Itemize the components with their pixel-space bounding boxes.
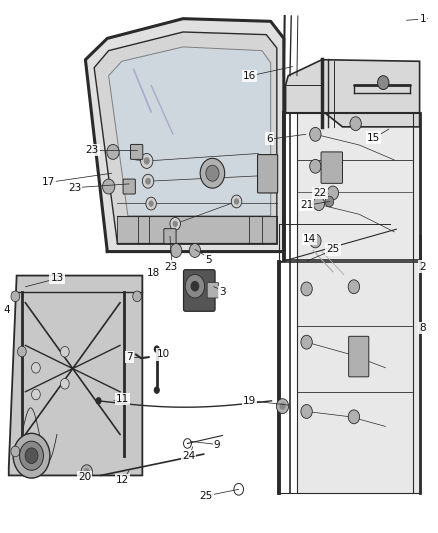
FancyBboxPatch shape <box>349 336 369 377</box>
Text: 24: 24 <box>182 451 195 461</box>
Text: 25: 25 <box>199 491 212 500</box>
Text: 10: 10 <box>157 350 170 359</box>
Circle shape <box>154 345 160 353</box>
Text: 16: 16 <box>243 71 256 80</box>
Circle shape <box>185 274 205 298</box>
Text: 12: 12 <box>116 475 129 484</box>
FancyBboxPatch shape <box>164 229 176 244</box>
Polygon shape <box>117 216 277 244</box>
Text: 3: 3 <box>219 287 226 297</box>
Circle shape <box>234 198 239 205</box>
Circle shape <box>141 154 153 168</box>
Text: 17: 17 <box>42 177 55 187</box>
Circle shape <box>142 174 154 188</box>
Polygon shape <box>297 262 420 493</box>
Text: 1: 1 <box>420 14 426 23</box>
Circle shape <box>32 362 40 373</box>
Circle shape <box>11 291 20 302</box>
FancyBboxPatch shape <box>258 155 278 193</box>
Text: 7: 7 <box>126 352 133 362</box>
Circle shape <box>25 448 38 464</box>
Text: 19: 19 <box>243 396 256 406</box>
Circle shape <box>60 346 69 357</box>
Circle shape <box>32 389 40 400</box>
Circle shape <box>107 144 119 159</box>
Circle shape <box>206 165 219 181</box>
Circle shape <box>84 468 90 475</box>
Circle shape <box>301 335 312 349</box>
Circle shape <box>301 405 312 418</box>
Circle shape <box>301 282 312 296</box>
Text: 9: 9 <box>214 440 220 450</box>
Text: 2: 2 <box>420 262 426 271</box>
Text: 20: 20 <box>78 472 91 482</box>
Text: 25: 25 <box>326 245 339 254</box>
Circle shape <box>18 346 26 357</box>
Circle shape <box>144 157 150 165</box>
Circle shape <box>310 127 321 141</box>
FancyBboxPatch shape <box>207 282 219 298</box>
Text: 13: 13 <box>50 273 64 283</box>
Text: 8: 8 <box>420 323 426 333</box>
Circle shape <box>60 378 69 389</box>
Circle shape <box>13 433 50 478</box>
FancyBboxPatch shape <box>123 179 135 194</box>
Circle shape <box>327 186 339 200</box>
Circle shape <box>350 117 361 131</box>
Polygon shape <box>109 47 271 216</box>
Circle shape <box>148 200 154 207</box>
Text: 23: 23 <box>85 146 99 155</box>
Polygon shape <box>85 19 284 252</box>
Text: 6: 6 <box>266 134 273 143</box>
Circle shape <box>189 244 201 257</box>
Circle shape <box>146 197 156 210</box>
Polygon shape <box>9 276 142 475</box>
Text: 11: 11 <box>116 394 129 403</box>
FancyBboxPatch shape <box>131 144 143 159</box>
Circle shape <box>102 179 115 194</box>
Circle shape <box>313 197 325 211</box>
Text: 5: 5 <box>205 255 212 265</box>
Text: 4: 4 <box>4 305 10 315</box>
Text: 18: 18 <box>147 268 160 278</box>
Circle shape <box>154 386 160 394</box>
Text: 23: 23 <box>164 262 177 271</box>
Circle shape <box>200 158 225 188</box>
Text: 22: 22 <box>313 188 326 198</box>
Circle shape <box>325 196 334 207</box>
Polygon shape <box>297 113 420 260</box>
Circle shape <box>378 76 389 90</box>
Circle shape <box>310 234 321 248</box>
Circle shape <box>11 446 20 457</box>
Circle shape <box>145 178 151 184</box>
Circle shape <box>20 441 43 470</box>
Circle shape <box>348 280 360 294</box>
FancyBboxPatch shape <box>321 152 343 183</box>
Polygon shape <box>286 60 420 127</box>
Text: 21: 21 <box>300 200 313 210</box>
Circle shape <box>170 217 180 230</box>
Circle shape <box>81 465 92 479</box>
Text: 14: 14 <box>303 234 316 244</box>
Circle shape <box>276 399 289 414</box>
Polygon shape <box>94 32 277 244</box>
Circle shape <box>279 402 286 410</box>
Circle shape <box>170 244 182 257</box>
Text: 15: 15 <box>367 133 380 142</box>
FancyBboxPatch shape <box>184 270 215 311</box>
Circle shape <box>348 410 360 424</box>
Circle shape <box>191 281 199 292</box>
Circle shape <box>173 221 178 227</box>
Circle shape <box>231 195 242 208</box>
Circle shape <box>95 397 102 405</box>
Circle shape <box>310 159 321 173</box>
Text: 23: 23 <box>68 183 81 192</box>
Circle shape <box>133 291 141 302</box>
